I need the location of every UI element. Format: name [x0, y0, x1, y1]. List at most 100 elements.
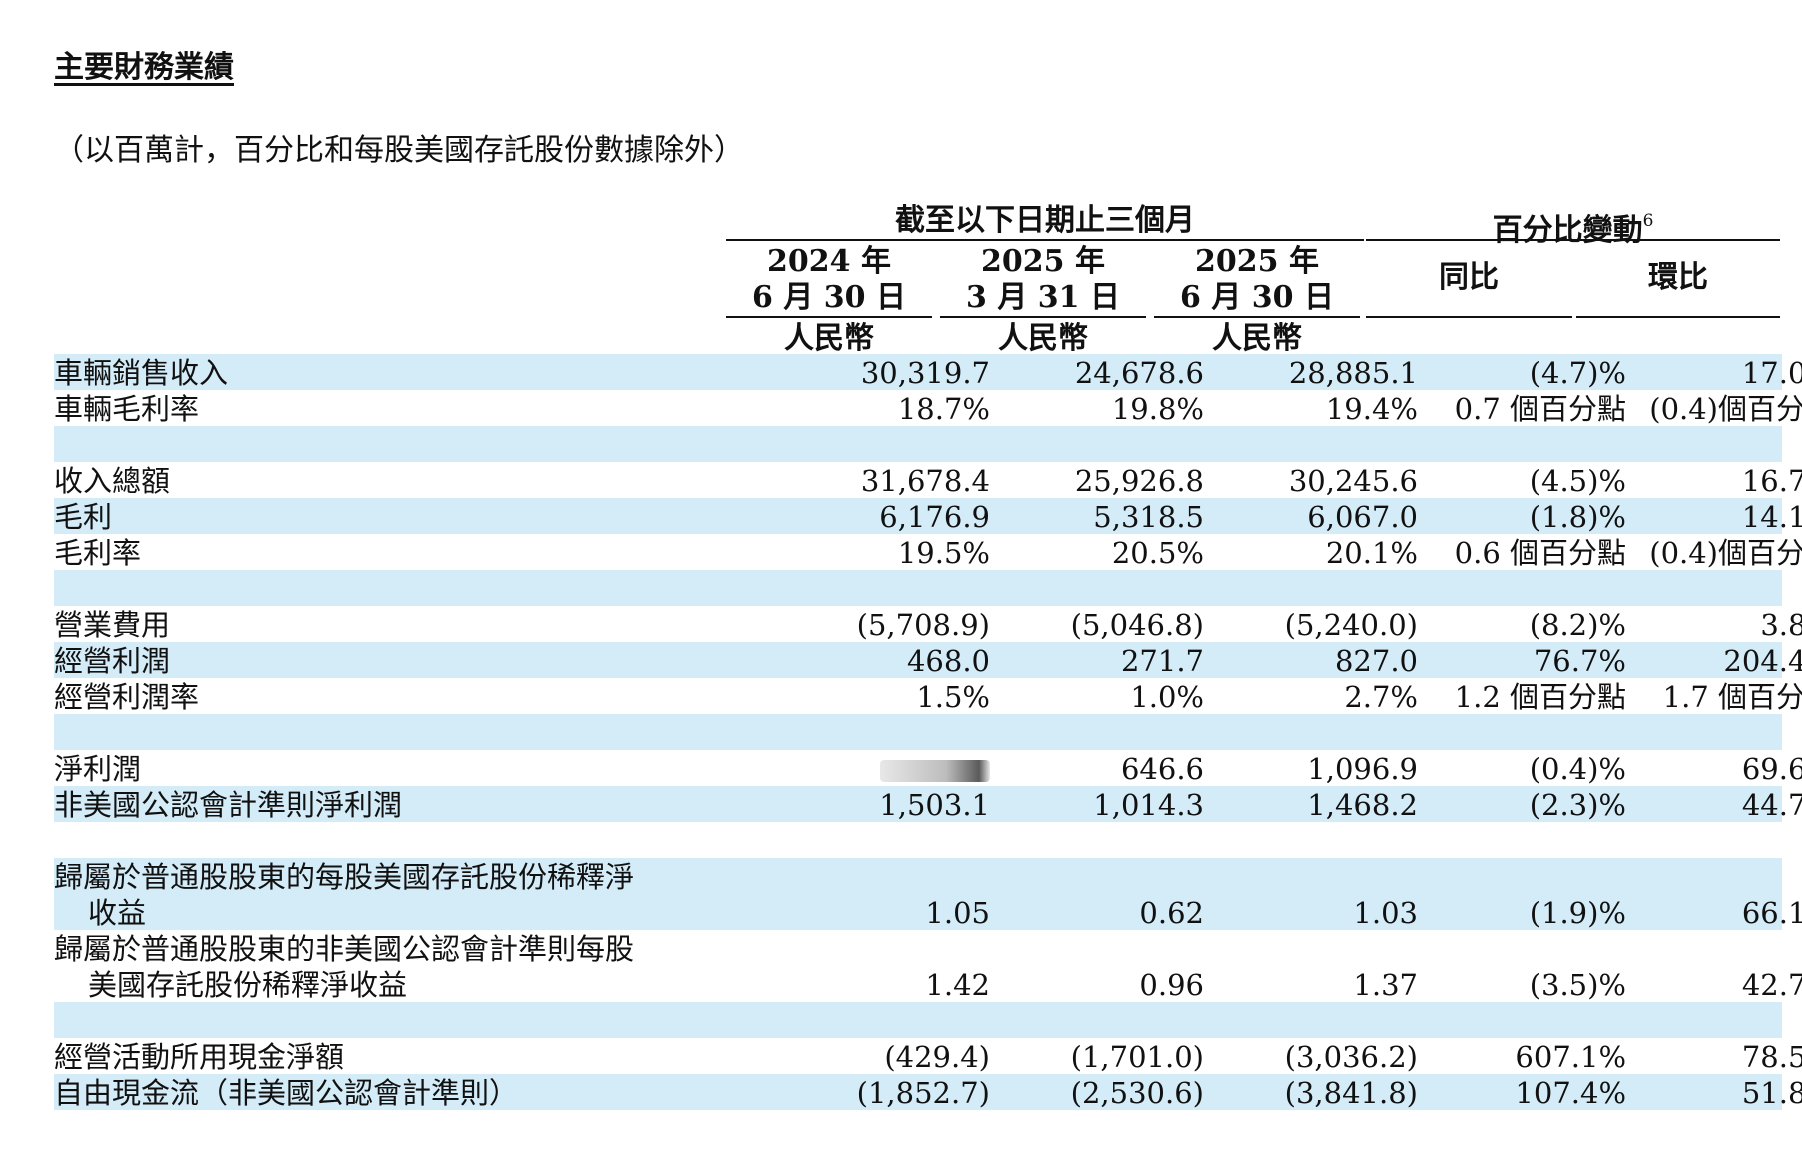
table-row: 營業費用 (5,708.9) (5,046.8) (5,240.0) (8.2)… — [54, 606, 1802, 642]
value-yoy: (8.2)% — [1529, 608, 1626, 642]
value-2025q2: 1,096.9 — [1307, 752, 1418, 786]
table-row: 經營活動所用現金淨額 (429.4) (1,701.0) (3,036.2) 6… — [54, 1038, 1802, 1074]
value-yoy: 0.6 個百分點 — [1454, 536, 1626, 570]
value-2025q1: 25,926.8 — [1074, 464, 1204, 498]
value-qoq: 16.7% — [1741, 464, 1802, 498]
qoq-header: 環比 — [1576, 244, 1780, 318]
value-2025q2: 2.7% — [1344, 680, 1418, 714]
value-2024q2: 1,503.1 — [879, 788, 990, 822]
value-2025q1: 20.5% — [1111, 536, 1204, 570]
value-yoy: 1.2 個百分點 — [1454, 680, 1626, 714]
value-2024q2: (1,852.7) — [856, 1076, 990, 1110]
value-2024q2: 19.5% — [897, 536, 990, 570]
value-2025q1: 0.96 — [1139, 968, 1204, 1002]
value-qoq: 204.4% — [1723, 644, 1802, 678]
table-row: 淨利潤 646.6 1,096.9 (0.4)% 69.6% — [54, 750, 1802, 786]
value-qoq: 51.8% — [1741, 1076, 1802, 1110]
value-yoy: 107.4% — [1515, 1076, 1626, 1110]
table-row: 歸屬於普通股股東的每股美國存託股份稀釋淨 收益 1.05 0.62 1.03 (… — [54, 858, 1802, 930]
value-yoy: 0.7 個百分點 — [1454, 392, 1626, 426]
period-currency: 人民幣 — [784, 321, 874, 356]
period-year: 2025 年 — [981, 244, 1105, 279]
period-header-2: 2025 年 3 月 31 日 人民幣 — [940, 244, 1146, 357]
period-year: 2024 年 — [767, 244, 891, 279]
value-2025q2: 1,468.2 — [1307, 788, 1418, 822]
value-2025q1: (2,530.6) — [1070, 1076, 1204, 1110]
spacer-row — [54, 570, 1782, 606]
pct-change-label: 百分比變動 — [1492, 213, 1643, 248]
row-label: 非美國公認會計準則淨利潤 — [54, 788, 403, 822]
period-header-1: 2024 年 6 月 30 日 人民幣 — [726, 244, 932, 357]
footnote-marker: 6 — [1642, 211, 1654, 231]
period-group-label: 截至以下日期止三個月 — [895, 203, 1195, 238]
value-2025q2: 1.37 — [1353, 968, 1418, 1002]
row-label: 車輛毛利率 — [54, 392, 200, 426]
value-yoy: (1.8)% — [1529, 500, 1626, 534]
row-label: 車輛銷售收入 — [54, 356, 229, 390]
period-year: 2025 年 — [1195, 244, 1319, 279]
value-2025q1: 271.7 — [1120, 644, 1204, 678]
value-qoq: 17.0% — [1741, 356, 1802, 390]
row-label: 收入總額 — [54, 464, 171, 498]
period-date: 6 月 30 日 — [726, 280, 932, 318]
value-yoy: (1.9)% — [1529, 896, 1626, 930]
value-yoy: (3.5)% — [1529, 968, 1626, 1002]
value-2025q2: (5,240.0) — [1284, 608, 1418, 642]
table-row: 車輛毛利率 18.7% 19.8% 19.4% 0.7 個百分點 (0.4)個百… — [54, 390, 1802, 426]
row-label: 經營活動所用現金淨額 — [54, 1040, 345, 1074]
value-2025q2: 827.0 — [1334, 644, 1418, 678]
row-label: 淨利潤 — [54, 752, 142, 786]
table-row: 毛利率 19.5% 20.5% 20.1% 0.6 個百分點 (0.4)個百分點 — [54, 534, 1802, 570]
yoy-header: 同比 — [1366, 244, 1572, 318]
row-label: 毛利率 — [54, 536, 142, 570]
value-qoq: 1.7 個百分點 — [1662, 680, 1802, 714]
period-header-3: 2025 年 6 月 30 日 人民幣 — [1154, 244, 1360, 357]
table-row: 自由現金流（非美國公認會計準則） (1,852.7) (2,530.6) (3,… — [54, 1074, 1802, 1110]
page-title: 主要財務業績 — [54, 50, 234, 85]
value-2025q2: 20.1% — [1325, 536, 1418, 570]
value-qoq: 14.1% — [1741, 500, 1802, 534]
row-label: 經營利潤率 — [54, 680, 200, 714]
value-2024q2: 1.5% — [916, 680, 990, 714]
spacer-row — [54, 822, 1782, 858]
table-row: 經營利潤率 1.5% 1.0% 2.7% 1.2 個百分點 1.7 個百分點 — [54, 678, 1802, 714]
table-row: 毛利 6,176.9 5,318.5 6,067.0 (1.8)% 14.1% — [54, 498, 1802, 534]
value-qoq: (0.4)個百分點 — [1649, 536, 1802, 570]
row-label: 自由現金流（非美國公認會計準則） — [54, 1076, 519, 1110]
row-label: 毛利 — [54, 500, 113, 534]
value-yoy: (4.5)% — [1529, 464, 1626, 498]
value-2024q2: 1.42 — [925, 968, 990, 1002]
pct-change-group-header: 百分比變動6 — [1366, 203, 1780, 248]
row-label-continuation: 收益 — [88, 896, 147, 930]
value-2025q2: 1.03 — [1353, 896, 1418, 930]
value-2024q2: 468.0 — [906, 644, 990, 678]
value-qoq: 69.6% — [1741, 752, 1802, 786]
value-2025q1: (5,046.8) — [1070, 608, 1204, 642]
value-yoy: (2.3)% — [1529, 788, 1626, 822]
value-2024q2: 6,176.9 — [879, 500, 990, 534]
value-2025q2: 6,067.0 — [1307, 500, 1418, 534]
value-qoq: 42.7% — [1741, 968, 1802, 1002]
value-2025q2: 30,245.6 — [1288, 464, 1418, 498]
period-currency: 人民幣 — [1212, 321, 1302, 356]
value-yoy: 76.7% — [1533, 644, 1626, 678]
value-2025q2: (3,036.2) — [1284, 1040, 1418, 1074]
value-qoq: 44.7% — [1741, 788, 1802, 822]
value-yoy: (0.4)% — [1529, 752, 1626, 786]
value-2024q2: 18.7% — [897, 392, 990, 426]
row-label: 營業費用 — [54, 608, 171, 642]
period-currency: 人民幣 — [998, 321, 1088, 356]
value-qoq: (0.4)個百分點 — [1649, 392, 1802, 426]
period-date: 3 月 31 日 — [940, 280, 1146, 318]
value-2024q2: 1.05 — [925, 896, 990, 930]
value-2025q2: (3,841.8) — [1284, 1076, 1418, 1110]
spacer-row — [54, 426, 1782, 462]
redacted-value — [880, 760, 990, 782]
table-row: 非美國公認會計準則淨利潤 1,503.1 1,014.3 1,468.2 (2.… — [54, 786, 1802, 822]
period-group-header: 截至以下日期止三個月 — [726, 203, 1364, 241]
value-2024q2: (5,708.9) — [856, 608, 990, 642]
value-2025q1: 5,318.5 — [1093, 500, 1204, 534]
value-2025q1: 19.8% — [1111, 392, 1204, 426]
value-2025q2: 19.4% — [1325, 392, 1418, 426]
